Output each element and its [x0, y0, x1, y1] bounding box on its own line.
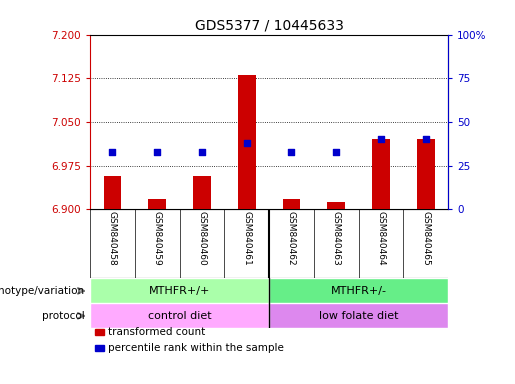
Point — [153, 149, 161, 155]
Text: GSM840464: GSM840464 — [376, 211, 385, 265]
Text: GSM840463: GSM840463 — [332, 211, 341, 265]
Bar — [193, 175, 211, 209]
Text: percentile rank within the sample: percentile rank within the sample — [108, 343, 284, 353]
Text: GSM840461: GSM840461 — [242, 211, 251, 265]
Text: genotype/variation: genotype/variation — [0, 286, 85, 296]
Point — [332, 149, 340, 155]
Point — [198, 149, 206, 155]
Text: GSM840462: GSM840462 — [287, 211, 296, 265]
Point — [108, 149, 116, 155]
Text: control diet: control diet — [148, 311, 212, 321]
Text: GSM840459: GSM840459 — [153, 211, 162, 265]
Text: low folate diet: low folate diet — [319, 311, 398, 321]
Title: GDS5377 / 10445633: GDS5377 / 10445633 — [195, 18, 344, 32]
Bar — [90, 303, 269, 328]
Point — [287, 149, 296, 155]
Point — [243, 140, 251, 146]
Text: protocol: protocol — [42, 311, 85, 321]
Text: MTHFR+/+: MTHFR+/+ — [149, 286, 210, 296]
Point — [422, 136, 430, 142]
Bar — [327, 202, 345, 209]
Bar — [417, 139, 435, 209]
Text: transformed count: transformed count — [108, 327, 205, 337]
Text: GSM840460: GSM840460 — [197, 211, 207, 265]
Bar — [238, 75, 255, 209]
Bar — [269, 278, 448, 303]
Text: GSM840465: GSM840465 — [421, 211, 430, 265]
Bar — [90, 278, 269, 303]
Point — [377, 136, 385, 142]
Bar — [104, 175, 122, 209]
Text: GSM840458: GSM840458 — [108, 211, 117, 265]
Bar — [148, 199, 166, 209]
Bar — [283, 199, 300, 209]
Bar — [269, 303, 448, 328]
Text: MTHFR+/-: MTHFR+/- — [331, 286, 387, 296]
Bar — [372, 139, 390, 209]
